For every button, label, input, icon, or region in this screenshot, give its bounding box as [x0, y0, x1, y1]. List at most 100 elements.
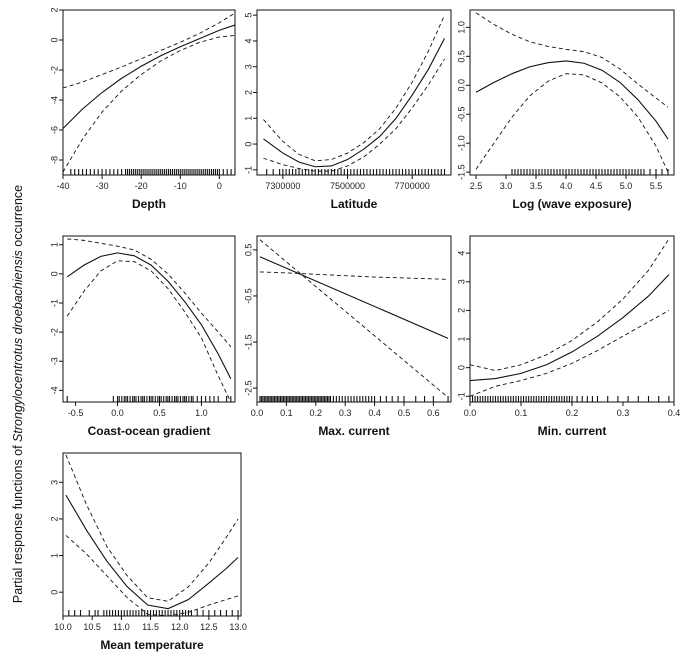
x-tick-label: 0.2	[566, 408, 579, 418]
x-tick-label: -30	[96, 181, 109, 191]
rug-marks	[511, 169, 669, 175]
confidence-lower-curve	[66, 260, 232, 402]
x-tick-label: 7500000	[330, 181, 365, 191]
response-curves	[263, 14, 446, 172]
x-tick-label: 7700000	[395, 181, 430, 191]
y-tick-label: -3	[49, 357, 59, 365]
rug-marks	[62, 169, 236, 175]
fitted-curve	[263, 38, 446, 168]
x-tick-label: 0.3	[617, 408, 630, 418]
x-tick-label: 12.0	[171, 622, 189, 632]
panel-5: 0.0 0.1 0.2 0.3 0.4 0.5 0.6 -2.5 -1.5 -0.5 0.5 Max.…	[243, 235, 452, 438]
y-label-species: Strongylocentrotus droebachiensis	[11, 250, 25, 442]
x-tick-label: 2.5	[470, 181, 483, 191]
x-tick-label: 5.0	[620, 181, 633, 191]
response-curves	[475, 12, 669, 173]
fitted-curve	[63, 24, 235, 129]
y-tick-label: 0.0	[456, 79, 466, 92]
x-tick-label: 7300000	[265, 181, 300, 191]
y-tick-label: 0	[243, 142, 253, 147]
y-tick-label: 5	[243, 13, 253, 18]
y-tick-label: 4	[456, 251, 466, 256]
y-tick-label: -1	[49, 299, 59, 307]
response-curves	[259, 239, 449, 398]
panel-6: 0.0 0.1 0.2 0.3 0.4 -1 0 1 2 3 4 Min. current	[456, 235, 681, 438]
x-tick-label: 12.5	[200, 622, 218, 632]
x-tick-label: 11.5	[142, 622, 159, 632]
x-tick-label: -40	[56, 181, 69, 191]
x-tick-label: 10.5	[83, 622, 101, 632]
y-tick-label: -0.5	[243, 288, 253, 304]
x-axis-label: Mean temperature	[100, 638, 204, 652]
x-tick-label: 10.0	[54, 622, 72, 632]
y-tick-label: -2.5	[243, 380, 253, 396]
x-axis-label: Max. current	[318, 424, 389, 438]
panel-3: 2.5 3.0 3.5 4.0 4.5 5.0 5.5 -1.5 -1.0 -0.5 0.0 0.5 1…	[456, 9, 675, 211]
confidence-upper-curve	[65, 454, 239, 602]
y-tick-label: 2	[243, 90, 253, 95]
panel-4: -0.5 0.0 0.5 1.0 -4 -3 -2 -1 0 1 Coast-ocean gradi…	[49, 235, 236, 438]
x-tick-label: 0.4	[368, 408, 381, 418]
x-tick-label: 0	[217, 181, 222, 191]
y-tick-label: 1.0	[456, 21, 466, 34]
x-tick-label: 5.5	[650, 181, 663, 191]
x-tick-label: 11.0	[113, 622, 130, 632]
confidence-upper-curve	[67, 238, 232, 347]
y-tick-label: 2	[456, 308, 466, 313]
x-tick-label: -10	[174, 181, 187, 191]
x-tick-label: -20	[135, 181, 148, 191]
y-tick-label: 2	[49, 7, 59, 12]
plot-frame	[256, 9, 452, 176]
y-tick-label: -6	[49, 126, 59, 134]
y-tick-label: 1	[49, 242, 59, 247]
x-tick-label: 0.1	[515, 408, 528, 418]
y-tick-label: 3	[49, 480, 59, 485]
y-tick-label: 0	[49, 590, 59, 595]
y-tick-label: -1.5	[456, 164, 466, 180]
y-tick-label: 3	[243, 64, 253, 69]
confidence-upper-curve	[475, 12, 669, 108]
plot-frame	[62, 452, 242, 617]
plot-frame	[62, 235, 236, 403]
response-curves	[65, 454, 239, 616]
y-tick-label: -2	[49, 66, 59, 74]
x-axis-label: Min. current	[538, 424, 607, 438]
confidence-lower-curve	[263, 58, 445, 172]
confidence-lower-curve	[259, 239, 449, 398]
x-tick-label: 0.6	[427, 408, 440, 418]
y-tick-label: 0	[49, 37, 59, 42]
fitted-curve	[470, 274, 670, 382]
x-tick-label: 0.5	[398, 408, 411, 418]
rug-marks	[469, 396, 670, 402]
rug-marks	[266, 169, 446, 175]
y-tick-label: -2	[49, 328, 59, 336]
y-tick-label: -8	[49, 156, 59, 164]
x-axis-label: Depth	[132, 197, 166, 211]
x-axis-label: Log (wave exposure)	[512, 197, 631, 211]
y-tick-label: 3	[456, 279, 466, 284]
y-tick-label: 0	[49, 271, 59, 276]
y-label-prefix: Partial response functions of	[11, 442, 25, 603]
x-tick-label: 0.4	[668, 408, 681, 418]
figure-y-label: Partial response functions of Strongyloc…	[11, 185, 25, 603]
x-tick-label: 13.0	[229, 622, 247, 632]
x-tick-label: 4.0	[560, 181, 573, 191]
fitted-curve	[475, 60, 669, 140]
y-tick-label: 1	[456, 337, 466, 342]
x-tick-label: 0.0	[111, 408, 124, 418]
y-tick-label: -1	[456, 392, 466, 400]
y-tick-label: 0.5	[243, 244, 253, 257]
x-tick-label: 0.3	[339, 408, 352, 418]
response-curves	[63, 12, 235, 173]
y-tick-label: 2	[49, 516, 59, 521]
y-label-suffix: occurrence	[11, 185, 25, 250]
rug-marks	[68, 610, 239, 616]
x-tick-label: 0.0	[464, 408, 477, 418]
panel-2: 7300000 7500000 7700000 -1 0 1 2 3 4 5 Latitude	[243, 9, 452, 211]
x-tick-label: 0.0	[251, 408, 264, 418]
rug-marks	[259, 396, 449, 402]
fitted-curve	[66, 252, 232, 379]
x-tick-label: 3.0	[500, 181, 513, 191]
response-curves	[470, 238, 670, 397]
response-curves	[66, 238, 232, 402]
